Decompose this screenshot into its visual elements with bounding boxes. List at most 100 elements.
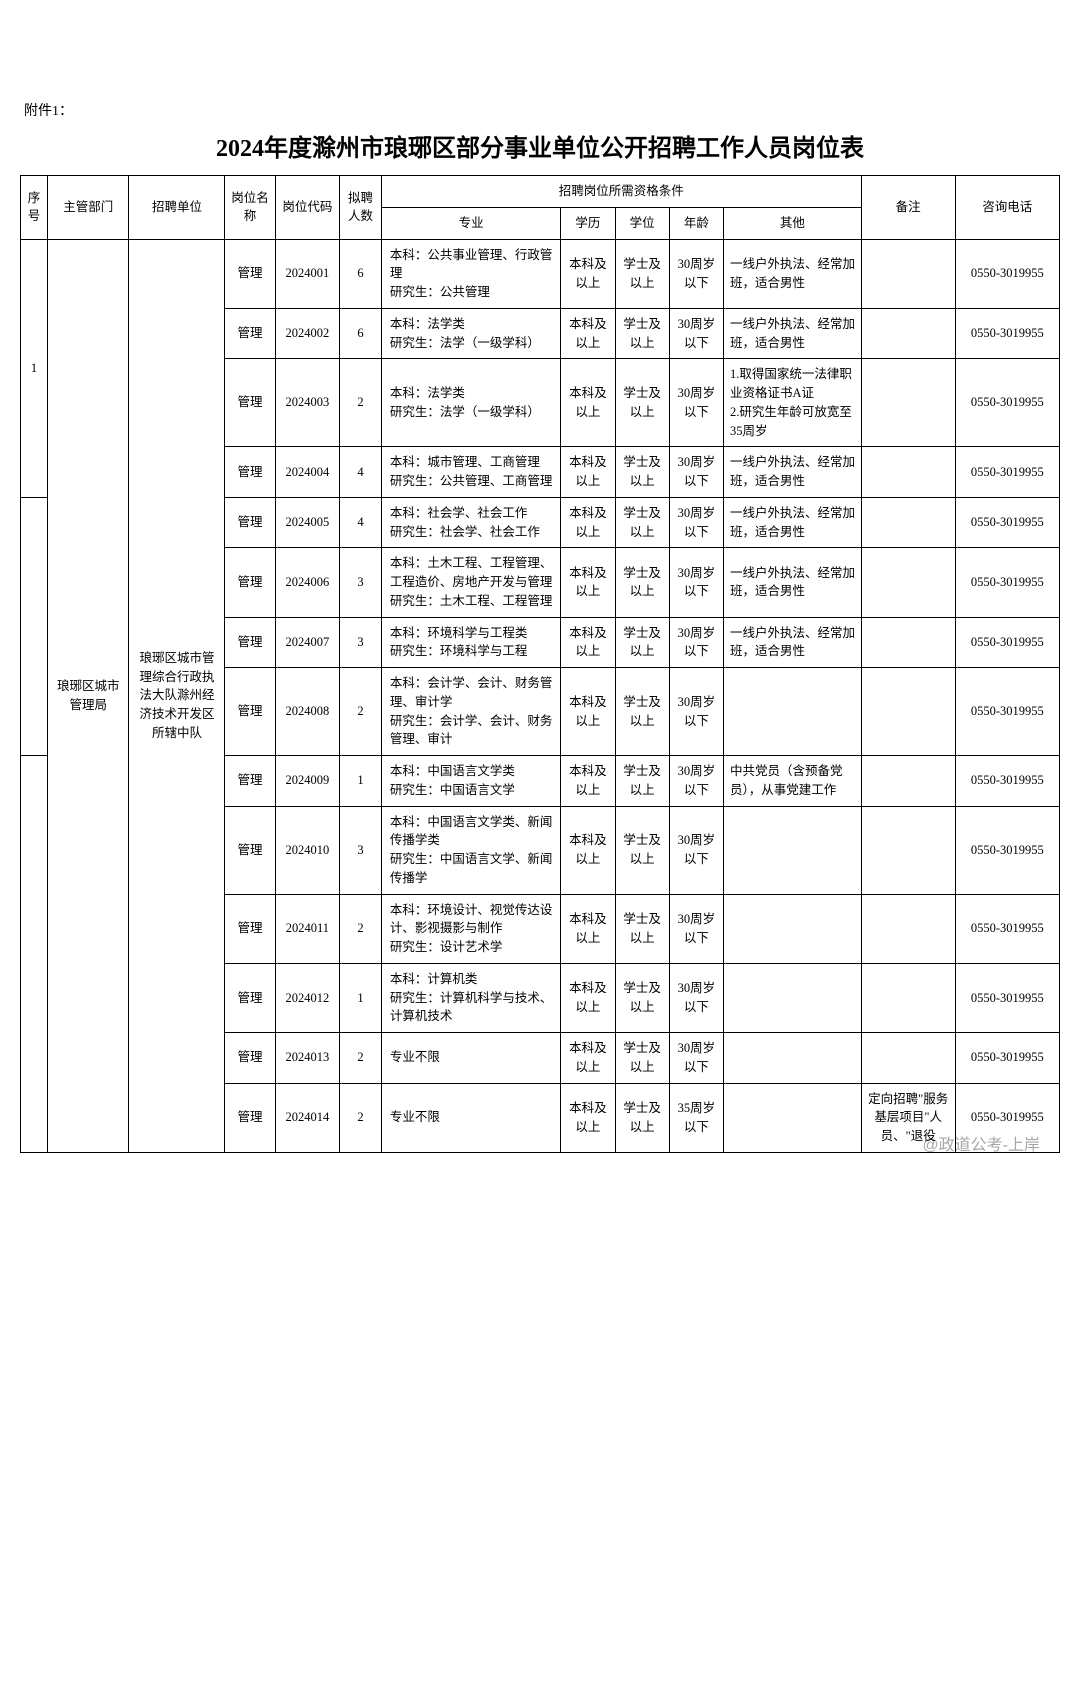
cell-position-name: 管理 — [225, 756, 275, 807]
cell-count: 4 — [340, 497, 382, 548]
cell-age: 35周岁以下 — [669, 1083, 723, 1152]
cell-education: 本科及以上 — [561, 668, 615, 756]
cell-position-code: 2024013 — [275, 1033, 340, 1084]
th-pname: 岗位名称 — [225, 176, 275, 240]
cell-other: 1.取得国家统一法律职业资格证书A证 2.研究生年龄可放宽至35周岁 — [724, 359, 862, 447]
cell-other: 一线户外执法、经常加班，适合男性 — [724, 239, 862, 308]
cell-phone: 0550-3019955 — [955, 963, 1059, 1032]
cell-phone: 0550-3019955 — [955, 1033, 1059, 1084]
cell-phone: 0550-3019955 — [955, 756, 1059, 807]
th-note: 备注 — [861, 176, 955, 240]
table-row: 1琅琊区城市管理局琅琊区城市管理综合行政执法大队滁州经济技术开发区所辖中队管理2… — [21, 239, 1060, 308]
cell-unit: 琅琊区城市管理综合行政执法大队滁州经济技术开发区所辖中队 — [129, 239, 225, 1152]
cell-position-name: 管理 — [225, 963, 275, 1032]
cell-seq — [21, 497, 48, 755]
cell-note — [861, 447, 955, 498]
cell-education: 本科及以上 — [561, 1033, 615, 1084]
cell-note — [861, 1033, 955, 1084]
page-title: 2024年度滁州市琅琊区部分事业单位公开招聘工作人员岗位表 — [20, 128, 1060, 163]
cell-count: 3 — [340, 548, 382, 617]
cell-age: 30周岁以下 — [669, 668, 723, 756]
cell-degree: 学士及以上 — [615, 548, 669, 617]
cell-degree: 学士及以上 — [615, 894, 669, 963]
cell-other — [724, 894, 862, 963]
cell-degree: 学士及以上 — [615, 963, 669, 1032]
th-qual-group: 招聘岗位所需资格条件 — [381, 176, 861, 208]
th-other: 其他 — [724, 207, 862, 239]
cell-degree: 学士及以上 — [615, 617, 669, 668]
watermark: @政道公考-上岸 — [922, 1131, 1040, 1155]
cell-dept: 琅琊区城市管理局 — [48, 239, 129, 1152]
cell-count: 2 — [340, 1083, 382, 1152]
cell-major: 本科：社会学、社会工作 研究生：社会学、社会工作 — [381, 497, 560, 548]
cell-other: 一线户外执法、经常加班，适合男性 — [724, 548, 862, 617]
cell-count: 2 — [340, 359, 382, 447]
cell-count: 4 — [340, 447, 382, 498]
cell-note — [861, 894, 955, 963]
cell-phone: 0550-3019955 — [955, 447, 1059, 498]
cell-age: 30周岁以下 — [669, 894, 723, 963]
cell-position-name: 管理 — [225, 1083, 275, 1152]
cell-age: 30周岁以下 — [669, 963, 723, 1032]
cell-count: 6 — [340, 308, 382, 359]
cell-education: 本科及以上 — [561, 963, 615, 1032]
cell-note — [861, 548, 955, 617]
cell-phone: 0550-3019955 — [955, 894, 1059, 963]
cell-education: 本科及以上 — [561, 894, 615, 963]
cell-position-code: 2024003 — [275, 359, 340, 447]
cell-major: 本科：会计学、会计、财务管理、审计学 研究生：会计学、会计、财务管理、审计 — [381, 668, 560, 756]
th-count: 拟聘人数 — [340, 176, 382, 240]
cell-note — [861, 239, 955, 308]
cell-other — [724, 1033, 862, 1084]
th-dept: 主管部门 — [48, 176, 129, 240]
cell-education: 本科及以上 — [561, 617, 615, 668]
cell-phone: 0550-3019955 — [955, 497, 1059, 548]
cell-other: 一线户外执法、经常加班，适合男性 — [724, 447, 862, 498]
cell-position-code: 2024002 — [275, 308, 340, 359]
cell-count: 6 — [340, 239, 382, 308]
cell-note — [861, 963, 955, 1032]
cell-position-code: 2024005 — [275, 497, 340, 548]
cell-position-name: 管理 — [225, 548, 275, 617]
cell-major: 本科：土木工程、工程管理、工程造价、房地产开发与管理 研究生：土木工程、工程管理 — [381, 548, 560, 617]
cell-position-name: 管理 — [225, 308, 275, 359]
th-pcode: 岗位代码 — [275, 176, 340, 240]
th-age: 年龄 — [669, 207, 723, 239]
cell-major: 专业不限 — [381, 1083, 560, 1152]
cell-phone: 0550-3019955 — [955, 359, 1059, 447]
cell-position-name: 管理 — [225, 497, 275, 548]
cell-other — [724, 1083, 862, 1152]
cell-degree: 学士及以上 — [615, 308, 669, 359]
th-deg: 学位 — [615, 207, 669, 239]
recruitment-table: 序号 主管部门 招聘单位 岗位名称 岗位代码 拟聘人数 招聘岗位所需资格条件 备… — [20, 175, 1060, 1153]
cell-major: 本科：城市管理、工商管理 研究生：公共管理、工商管理 — [381, 447, 560, 498]
cell-age: 30周岁以下 — [669, 756, 723, 807]
cell-education: 本科及以上 — [561, 806, 615, 894]
header-row-1: 序号 主管部门 招聘单位 岗位名称 岗位代码 拟聘人数 招聘岗位所需资格条件 备… — [21, 176, 1060, 208]
cell-phone: 0550-3019955 — [955, 668, 1059, 756]
cell-position-code: 2024012 — [275, 963, 340, 1032]
cell-phone: 0550-3019955 — [955, 548, 1059, 617]
th-unit: 招聘单位 — [129, 176, 225, 240]
cell-degree: 学士及以上 — [615, 239, 669, 308]
cell-count: 1 — [340, 756, 382, 807]
cell-position-name: 管理 — [225, 668, 275, 756]
cell-note — [861, 617, 955, 668]
cell-phone: 0550-3019955 — [955, 617, 1059, 668]
cell-seq: 1 — [21, 239, 48, 497]
cell-note — [861, 308, 955, 359]
cell-major: 专业不限 — [381, 1033, 560, 1084]
cell-other — [724, 668, 862, 756]
cell-phone: 0550-3019955 — [955, 806, 1059, 894]
cell-education: 本科及以上 — [561, 359, 615, 447]
cell-other: 一线户外执法、经常加班，适合男性 — [724, 617, 862, 668]
cell-degree: 学士及以上 — [615, 497, 669, 548]
cell-phone: 0550-3019955 — [955, 308, 1059, 359]
cell-other: 一线户外执法、经常加班，适合男性 — [724, 497, 862, 548]
th-phone: 咨询电话 — [955, 176, 1059, 240]
cell-degree: 学士及以上 — [615, 359, 669, 447]
cell-count: 2 — [340, 894, 382, 963]
cell-position-code: 2024006 — [275, 548, 340, 617]
cell-position-name: 管理 — [225, 617, 275, 668]
th-seq: 序号 — [21, 176, 48, 240]
